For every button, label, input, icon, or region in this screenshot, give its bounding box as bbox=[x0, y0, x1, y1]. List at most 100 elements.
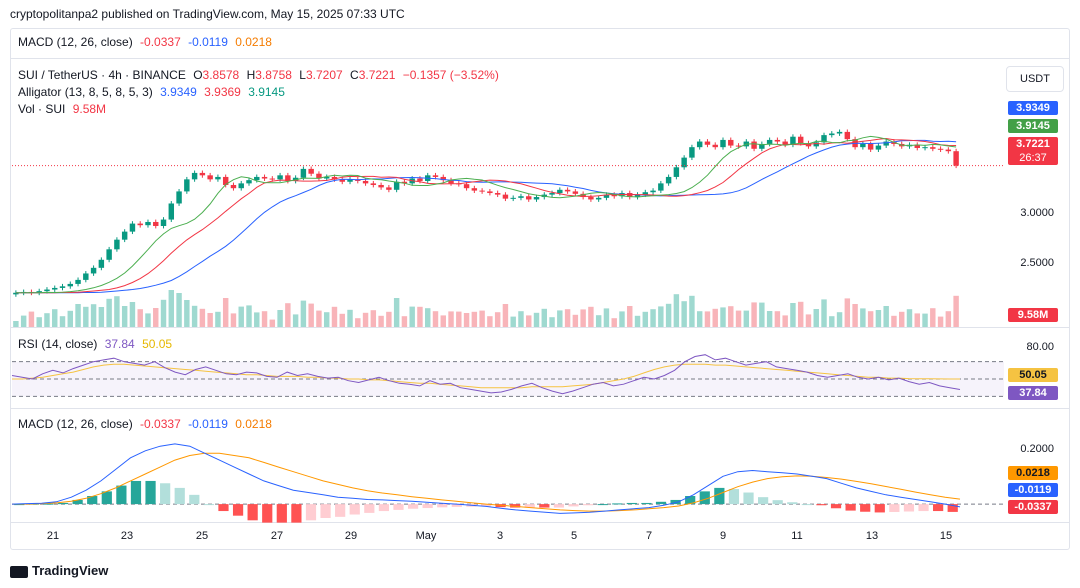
rsi-line bbox=[11, 354, 961, 395]
rsi-label[interactable]: RSI (14, close) bbox=[18, 337, 98, 351]
macd-histogram-bar bbox=[393, 504, 404, 510]
macd-histogram-bar bbox=[510, 504, 521, 508]
price-legend: SUI / TetherUS · 4h · BINANCE O3.8578 H3… bbox=[18, 68, 503, 83]
candle-body bbox=[471, 188, 478, 191]
alligator-teeth-line bbox=[15, 137, 957, 294]
macd-label[interactable]: MACD (12, 26, close) bbox=[18, 417, 133, 431]
macd-histogram-bar bbox=[772, 500, 783, 505]
macd-histogram-bar bbox=[349, 504, 360, 515]
alligator-legend: Alligator (13, 8, 5, 8, 5, 3) 3.9349 3.9… bbox=[18, 85, 289, 100]
volume-badge: 9.58M bbox=[1008, 308, 1058, 322]
candle-body bbox=[331, 176, 338, 180]
volume-bar bbox=[642, 311, 649, 327]
candle-body bbox=[308, 168, 314, 174]
alligator-label[interactable]: Alligator (13, 8, 5, 8, 5, 3) bbox=[18, 85, 153, 99]
candle-body bbox=[448, 180, 454, 184]
low-value: 3.7207 bbox=[305, 68, 343, 82]
candle-body bbox=[611, 194, 617, 197]
time-axis-label: 29 bbox=[344, 530, 358, 542]
candle-body bbox=[285, 175, 291, 181]
candle-body bbox=[176, 191, 182, 204]
macd-histogram-bar bbox=[57, 502, 69, 505]
top-macd-legend: MACD (12, 26, close) -0.0337 -0.0119 0.0… bbox=[18, 35, 276, 50]
change-value: −0.1357 (−3.52%) bbox=[402, 68, 499, 82]
volume-bar bbox=[347, 309, 353, 327]
macd-histogram-bar bbox=[145, 480, 156, 505]
macd-histogram-bar bbox=[685, 496, 696, 505]
candle-body bbox=[937, 148, 944, 150]
volume-bar bbox=[883, 306, 889, 327]
volume-bar bbox=[36, 317, 42, 327]
macd-histogram-bar bbox=[626, 502, 637, 505]
signal-badge: 0.0218 bbox=[1008, 466, 1058, 480]
candle-body bbox=[13, 292, 19, 295]
volume-bar bbox=[487, 316, 493, 327]
volume-bar bbox=[331, 306, 338, 327]
volume-bar bbox=[20, 315, 27, 327]
macd-histogram-bar bbox=[335, 504, 346, 517]
candle-body bbox=[588, 197, 594, 200]
macd-histogram-bar bbox=[889, 504, 900, 512]
last-price-badge: 3.7221 26:37 bbox=[1008, 137, 1058, 165]
macd-histogram-bar bbox=[14, 504, 25, 506]
candle-body bbox=[347, 179, 353, 182]
macd-histogram-bar bbox=[830, 504, 842, 509]
rsi-legend: RSI (14, close) 37.84 50.05 bbox=[18, 337, 176, 352]
volume-bar bbox=[735, 310, 742, 327]
macd-histogram-bar bbox=[568, 504, 579, 507]
candle-body bbox=[603, 194, 610, 198]
volume-bar bbox=[681, 301, 687, 327]
symbol-title[interactable]: SUI / TetherUS · 4h · BINANCE bbox=[18, 68, 186, 82]
close-label: C bbox=[350, 68, 359, 82]
chart-frame[interactable] bbox=[10, 28, 1070, 550]
volume-bar bbox=[370, 310, 377, 327]
volume-bar bbox=[867, 311, 874, 327]
candle-body bbox=[922, 147, 928, 149]
time-axis-label: 13 bbox=[865, 530, 879, 542]
candle-body bbox=[83, 273, 89, 280]
candle-body bbox=[689, 147, 695, 158]
volume-bar bbox=[432, 311, 439, 327]
volume-bar bbox=[106, 298, 112, 327]
candle-body bbox=[207, 175, 213, 180]
volume-bar bbox=[160, 299, 167, 327]
candle-body bbox=[222, 176, 229, 185]
volume-bar bbox=[696, 311, 703, 327]
pane-separator bbox=[10, 408, 1070, 409]
alligator-jaw-value: 3.9349 bbox=[160, 85, 197, 99]
macd-histogram-bar bbox=[845, 504, 856, 511]
candle-body bbox=[52, 287, 58, 290]
volume-bar bbox=[906, 309, 913, 327]
volume-bar bbox=[549, 317, 555, 327]
price-tick-2-5: 2.5000 bbox=[1020, 257, 1054, 269]
candle-body bbox=[246, 180, 252, 184]
macd-histogram-bar bbox=[160, 483, 171, 505]
volume-bar bbox=[285, 303, 291, 327]
time-axis-label: 7 bbox=[645, 530, 653, 542]
volume-bar bbox=[829, 316, 835, 327]
volume-bar bbox=[533, 312, 540, 327]
macd-value: -0.0119 bbox=[188, 417, 228, 431]
candle-body bbox=[945, 149, 952, 152]
volume-bar bbox=[564, 309, 571, 327]
candle-body bbox=[572, 191, 579, 194]
currency-button[interactable]: USDT bbox=[1006, 66, 1064, 92]
candle-body bbox=[642, 192, 649, 195]
candle-body bbox=[215, 176, 221, 180]
candle-body bbox=[720, 139, 726, 148]
volume-bar bbox=[658, 306, 664, 327]
candle-body bbox=[378, 184, 384, 188]
volume-label[interactable]: Vol · SUI bbox=[18, 102, 66, 116]
candle-body bbox=[821, 135, 827, 143]
macd-histogram-bar bbox=[364, 504, 375, 513]
volume-bar bbox=[891, 315, 897, 327]
macd-histogram-bar bbox=[291, 504, 302, 523]
macd-histogram-bar bbox=[87, 496, 98, 505]
volume-bar bbox=[215, 311, 221, 327]
candle-body bbox=[883, 141, 889, 146]
high-label: H bbox=[246, 68, 256, 82]
volume-bar bbox=[230, 313, 237, 327]
macd-histogram-bar bbox=[262, 504, 273, 523]
macd-histogram-bar bbox=[655, 501, 667, 505]
